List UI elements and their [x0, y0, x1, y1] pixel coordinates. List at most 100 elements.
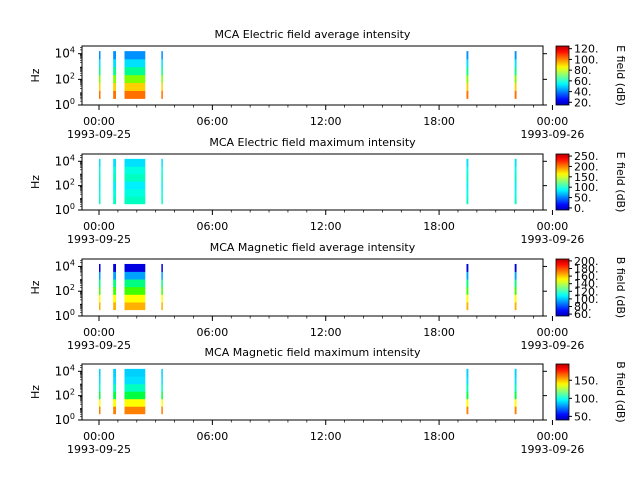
data-cell [124, 286, 146, 295]
data-cell [99, 383, 101, 392]
data-cell [99, 406, 101, 415]
data-cell [161, 383, 163, 392]
y-tick-label: 102 [55, 388, 75, 403]
data-cell [514, 398, 517, 407]
data-column [466, 263, 469, 311]
y-tick-label: 102 [55, 71, 75, 86]
colorbar-tick-label: 140. [574, 278, 599, 291]
data-cell [113, 158, 117, 167]
data-cell [113, 59, 117, 68]
data-column [113, 158, 117, 205]
data-cell [466, 51, 469, 60]
data-cell [514, 90, 517, 99]
data-cell [161, 391, 163, 400]
data-column [514, 263, 517, 311]
data-cell [161, 376, 163, 385]
data-cell [113, 90, 117, 99]
data-cell [161, 294, 163, 303]
data-cell [514, 383, 517, 392]
data-cell [124, 263, 146, 272]
data-cell [466, 173, 469, 182]
data-cell [161, 398, 163, 407]
plot-frame [81, 45, 544, 106]
colorbar-tick-label: 60. [574, 308, 592, 321]
x-tick-label: 18:00 [423, 220, 455, 233]
colorbar-tick-label: 60. [574, 75, 592, 88]
data-cell [466, 279, 469, 288]
data-cell [99, 294, 101, 303]
data-cell [466, 158, 469, 167]
data-cell [99, 196, 101, 205]
data-cell [113, 66, 117, 76]
data-cell [113, 398, 117, 407]
data-cell [124, 90, 146, 99]
x-tick-label: 06:00 [197, 115, 229, 128]
x-tick-label: 18:00 [423, 326, 455, 339]
data-cell [99, 59, 101, 68]
colorbar-tick-label: 20. [574, 96, 592, 109]
data-cell [514, 59, 517, 68]
colorbar-tick-label: 100. [574, 293, 599, 306]
data-cell [113, 166, 117, 175]
data-cell [113, 294, 117, 303]
colorbar: 20.40.60.80.100.120. E field (dB) [555, 43, 627, 109]
data-cell [514, 173, 517, 182]
data-cell [161, 181, 163, 190]
colorbar-label: B field (dB) [614, 257, 627, 318]
x-tick-date-label: 1993-09-26 [520, 128, 584, 141]
data-cell [99, 376, 101, 385]
data-cell [113, 406, 117, 415]
colorbar-gradient [555, 363, 570, 421]
data-cell [124, 158, 146, 167]
colorbar-tick-label: 80. [574, 301, 592, 314]
data-cell [514, 196, 517, 205]
data-cell [514, 368, 517, 377]
data-cell [161, 271, 163, 280]
panel-title: MCA Electric field maximum intensity [209, 136, 416, 149]
data-column [466, 51, 469, 99]
colorbar-tick-label: 150. [574, 171, 599, 184]
data-column [124, 368, 146, 415]
colorbar-tick-label: 100. [574, 181, 599, 194]
data-cell [124, 398, 146, 407]
data-cell [161, 196, 163, 205]
colorbar-tick-label: 40. [574, 86, 592, 99]
colorbar: 50. 100. 150. B field (dB) [555, 361, 627, 423]
data-cell [113, 302, 117, 311]
x-tick-label: 00:00 [537, 220, 569, 233]
data-cell [99, 158, 101, 167]
data-cell [161, 188, 163, 197]
x-tick-label: 00:00 [537, 326, 569, 339]
data-cell [113, 181, 117, 190]
data-cell [99, 82, 101, 91]
data-cell [514, 391, 517, 400]
data-cell [99, 368, 101, 377]
x-tick-label: 12:00 [310, 430, 342, 443]
data-cell [124, 383, 146, 392]
data-cell [161, 279, 163, 288]
y-axis-label: Hz [29, 385, 42, 399]
data-column [161, 263, 163, 311]
data-cell [161, 158, 163, 167]
plot-frame [81, 363, 544, 421]
colorbar-tick-label: 160. [574, 270, 599, 283]
x-tick-label: 06:00 [197, 220, 229, 233]
data-cell [161, 90, 163, 99]
data-cell [514, 82, 517, 91]
data-cell [113, 196, 117, 205]
panel-1: MCA Electric field average intensity 100 1… [29, 28, 627, 141]
colorbar-gradient [555, 153, 570, 211]
data-cell [514, 406, 517, 415]
data-cell [514, 302, 517, 311]
data-cell [99, 74, 101, 84]
data-cell [124, 74, 146, 84]
data-cell [99, 51, 101, 60]
plot-frame [81, 258, 544, 317]
data-cell [161, 263, 163, 272]
data-column [514, 158, 517, 205]
x-tick-date-label: 1993-09-26 [520, 233, 584, 246]
colorbar-tick-label: 150. [574, 374, 599, 387]
data-cell [466, 286, 469, 295]
data-column [99, 158, 101, 205]
colorbar-tick-label: 50. [574, 410, 592, 423]
